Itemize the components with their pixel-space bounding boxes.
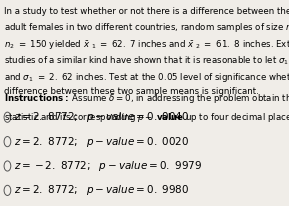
Text: $z = 2.\ 8772;\ \ p - value = 0.\ 0040$: $z = 2.\ 8772;\ \ p - value = 0.\ 0040$ [14, 110, 190, 124]
Text: statistic and its corresponding $p-$ $\mathbf{value}$ up to four decimal places.: statistic and its corresponding $p-$ $\m… [4, 111, 289, 124]
Text: $z = -2.\ 8772;\ \ p - value = 0.\ 9979$: $z = -2.\ 8772;\ \ p - value = 0.\ 9979$ [14, 159, 202, 173]
Text: In a study to test whether or not there is a difference between the average heig: In a study to test whether or not there … [4, 7, 289, 96]
Text: $\bf{Instructions:}$ Assume $\delta = 0$, in addressing the problem obtain the v: $\bf{Instructions:}$ Assume $\delta = 0$… [4, 92, 289, 105]
Text: $z = 2.\ 8772;\ \ p - value = 0.\ 0020$: $z = 2.\ 8772;\ \ p - value = 0.\ 0020$ [14, 135, 190, 149]
Text: $z = 2.\ 8772;\ \ p - value = 0.\ 9980$: $z = 2.\ 8772;\ \ p - value = 0.\ 9980$ [14, 183, 190, 197]
